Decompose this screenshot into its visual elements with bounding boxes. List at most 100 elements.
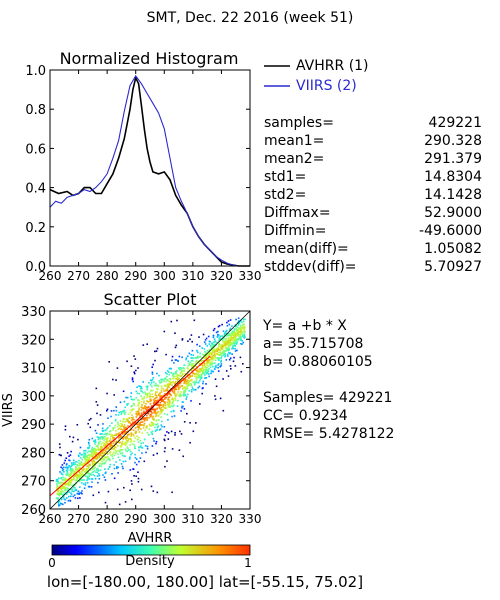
scatter-density-point [168,392,171,395]
scatter-density-point [130,395,132,398]
scatter-density-point [135,430,137,432]
scatter-density-point [88,443,90,445]
scatter-density-point [135,411,138,413]
scatter-density-point [130,365,133,367]
scatter-density-point [218,351,220,354]
scatter-density-point [225,338,228,340]
scatter-density-point [164,384,166,387]
scatter-density-point [233,329,235,331]
scatter-density-point [239,336,241,338]
scatter-density-point [79,472,81,475]
scatter-density-point [129,421,131,423]
scatter-density-point [198,374,201,376]
scatter-density-point [189,338,191,341]
scatter-density-point [121,454,124,457]
scatter-density-point [134,437,137,439]
scatter-density-point [98,449,100,451]
scatter-density-cloud [49,310,251,510]
scatter-density-point [200,360,202,362]
scatter-density-point [134,453,136,456]
scatter-density-point [178,381,180,383]
scatter-density-point [207,335,210,338]
scatter-density-point [121,423,123,426]
scatter-density-point [237,329,240,331]
scatter-density-point [192,372,195,374]
scatter-density-point [150,485,153,488]
scatter-density-point [80,476,82,479]
scatter-density-point [243,329,245,332]
scatter-density-point [222,351,224,353]
scatter-density-point [168,396,171,398]
scatter-density-point [162,399,165,401]
scatter-density-point [215,353,218,355]
scatter-density-point [98,455,100,458]
scatter-density-point [78,493,80,495]
scatter-density-point [91,448,94,451]
scatter-density-point [140,413,143,416]
scatter-density-point [233,342,236,344]
scatter-density-point [178,367,181,370]
scatter-density-point [232,346,234,349]
scatter-density-point [154,394,157,397]
scatter-density-point [117,453,119,456]
scatter-density-point [125,431,127,433]
scatter-y-tick-label: 260 [21,503,46,518]
scatter-density-point [167,370,169,372]
scatter-density-point [160,410,162,412]
scatter-density-point [81,458,83,461]
scatter-density-point [78,459,80,462]
scatter-density-point [100,465,102,467]
scatter-density-point [206,349,209,352]
scatter-density-point [134,431,137,434]
scatter-density-point [56,478,59,481]
scatter-density-point [186,387,188,390]
scatter-density-point [207,355,210,357]
scatter-density-point [134,447,136,450]
scatter-density-point [202,380,205,383]
scatter-density-point [242,335,244,338]
scatter-density-point [209,362,212,364]
scatter-density-point [136,426,139,428]
scatter-density-point [200,376,203,379]
scatter-density-point [210,372,212,375]
scatter-density-point [108,433,110,436]
scatter-density-point [97,454,99,456]
scatter-density-point [195,357,198,359]
scatter-density-point [212,329,215,332]
scatter-density-point [142,417,144,419]
scatter-density-point [176,405,179,407]
scatter-density-point [140,488,143,491]
scatter-density-point [124,433,126,435]
scatter-density-point [118,432,120,434]
scatter-density-point [55,497,58,499]
scatter-density-point [207,370,210,372]
scatter-density-point [170,320,173,323]
scatter-density-point [164,401,167,403]
scatter-density-point [59,493,61,496]
scatter-density-point [167,383,169,386]
scatter-density-point [93,474,96,477]
scatter-density-point [163,413,166,415]
scatter-density-point [146,445,149,448]
scatter-density-point [106,438,108,441]
scatter-density-point [133,355,135,357]
scatter-density-point [160,412,162,414]
scatter-density-point [181,374,183,377]
scatter-density-point [66,488,69,490]
scatter-density-point [194,382,196,384]
scatter-density-point [99,433,101,435]
scatter-density-point [233,332,235,334]
scatter-density-point [229,339,231,341]
scatter-density-point [87,467,90,470]
scatter-density-point [85,471,87,473]
scatter-density-point [155,383,157,385]
histogram-x-ticks: 260 270 280 290 300 310 320 330 [39,70,261,283]
scatter-density-point [62,503,64,506]
scatter-density-point [91,446,94,449]
scatter-density-point [180,375,182,377]
scatter-density-point [99,459,101,461]
scatter-density-point [154,391,157,393]
scatter-density-point [152,408,154,411]
scatter-density-point [160,395,162,397]
scatter-density-point [151,412,153,414]
